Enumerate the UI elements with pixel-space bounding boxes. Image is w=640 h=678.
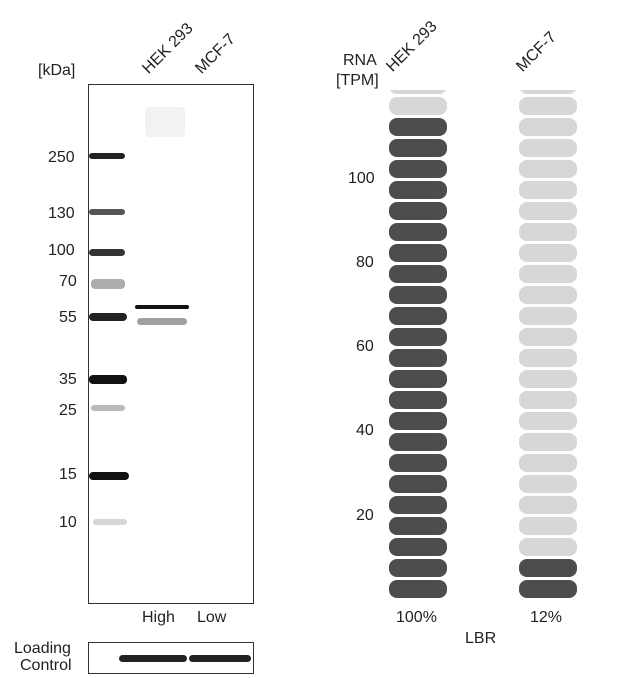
- tile-hek293-22: [389, 139, 447, 157]
- marker-130: 130: [48, 205, 75, 222]
- tile-hek293-12: [389, 349, 447, 367]
- tile-mcf7-2: [519, 559, 577, 577]
- tile-mcf7-23: [519, 118, 577, 136]
- tile-hek293-13: [389, 328, 447, 346]
- tile-mcf7-6: [519, 475, 577, 493]
- tile-hek293-10: [389, 391, 447, 409]
- tile-hek293-7: [389, 454, 447, 472]
- tile-mcf7-19: [519, 202, 577, 220]
- tile-hek293-2: [389, 559, 447, 577]
- tile-mcf7-22: [519, 139, 577, 157]
- ladder-band-250: [89, 153, 125, 159]
- tile-mcf7-9: [519, 412, 577, 430]
- hek293-band-lower: [137, 318, 187, 325]
- tile-hek293-20: [389, 181, 447, 199]
- y-axis-label-line1: RNA: [343, 52, 377, 69]
- tile-mcf7-11: [519, 370, 577, 388]
- tile-hek293-21: [389, 160, 447, 178]
- tile-mcf7-3: [519, 538, 577, 556]
- ladder-band-55: [89, 313, 127, 321]
- tile-mcf7-12: [519, 349, 577, 367]
- tile-hek293-24: [389, 97, 447, 115]
- tile-hek293-23: [389, 118, 447, 136]
- hek293-well-smear: [145, 107, 185, 137]
- tile-mcf7-7: [519, 454, 577, 472]
- percent-label-mcf7: 12%: [530, 609, 563, 626]
- loading-control-label-line1: Loading: [14, 640, 71, 657]
- tile-hek293-5: [389, 496, 447, 514]
- tile-mcf7-17: [519, 244, 577, 262]
- tile-mcf7-1: [519, 580, 577, 598]
- tile-mcf7-5: [519, 496, 577, 514]
- tile-mcf7-18: [519, 223, 577, 241]
- marker-250: 250: [48, 149, 75, 166]
- y-tick-80: 80: [356, 254, 374, 271]
- tile-mcf7-25: [520, 90, 576, 94]
- tile-hek293-9: [389, 412, 447, 430]
- tile-hek293-17: [389, 244, 447, 262]
- lane-label-hek293: HEK 293: [139, 19, 197, 78]
- tile-mcf7-8: [519, 433, 577, 451]
- marker-70: 70: [59, 273, 77, 290]
- hek293-band-upper: [135, 305, 189, 309]
- marker-10: 10: [59, 514, 77, 531]
- tile-hek293-3: [389, 538, 447, 556]
- tile-hek293-11: [389, 370, 447, 388]
- marker-55: 55: [59, 309, 77, 326]
- expression-label-high: High: [142, 609, 175, 626]
- y-tick-60: 60: [356, 338, 374, 355]
- marker-100: 100: [48, 242, 75, 259]
- tile-mcf7-16: [519, 265, 577, 283]
- expression-label-low: Low: [197, 609, 227, 626]
- tile-hek293-8: [389, 433, 447, 451]
- loading-control-membrane: [88, 642, 254, 674]
- tile-hek293-6: [389, 475, 447, 493]
- tile-mcf7-4: [519, 517, 577, 535]
- tile-mcf7-10: [519, 391, 577, 409]
- tile-mcf7-24: [519, 97, 577, 115]
- y-tick-40: 40: [356, 422, 374, 439]
- y-tick-100: 100: [348, 170, 375, 187]
- marker-35: 35: [59, 371, 77, 388]
- ladder-band-25: [91, 405, 125, 411]
- ladder-band-15: [89, 472, 129, 480]
- marker-15: 15: [59, 466, 77, 483]
- tile-hek293-25: [390, 90, 446, 94]
- tile-hek293-16: [389, 265, 447, 283]
- loading-control-label-line2: Control: [20, 657, 72, 674]
- kda-unit-label: [kDa]: [38, 62, 76, 79]
- ladder-band-35: [89, 375, 127, 384]
- ladder-band-130: [89, 209, 125, 215]
- loading-band-mcf7: [189, 655, 251, 662]
- y-tick-20: 20: [356, 507, 374, 524]
- tile-mcf7-13: [519, 328, 577, 346]
- y-axis-label-line2: [TPM]: [336, 72, 379, 89]
- ladder-band-100: [89, 249, 125, 256]
- rna-category-label-mcf7: MCF-7: [513, 28, 560, 76]
- tile-hek293-1: [389, 580, 447, 598]
- tile-hek293-19: [389, 202, 447, 220]
- ladder-band-70: [91, 279, 125, 289]
- tile-hek293-15: [389, 286, 447, 304]
- loading-band-hek293: [119, 655, 187, 662]
- marker-25: 25: [59, 402, 77, 419]
- tile-mcf7-20: [519, 181, 577, 199]
- lane-label-mcf7: MCF-7: [192, 30, 239, 78]
- tile-mcf7-21: [519, 160, 577, 178]
- tile-hek293-4: [389, 517, 447, 535]
- tile-mcf7-14: [519, 307, 577, 325]
- rna-tile-columns: [389, 90, 577, 598]
- x-axis-label: LBR: [465, 630, 497, 647]
- percent-label-hek293: 100%: [396, 609, 437, 626]
- tile-mcf7-15: [519, 286, 577, 304]
- ladder-band-10: [93, 519, 127, 525]
- blot-membrane: [88, 84, 254, 604]
- tile-hek293-18: [389, 223, 447, 241]
- rna-category-label-hek293: HEK 293: [383, 17, 441, 76]
- tile-hek293-14: [389, 307, 447, 325]
